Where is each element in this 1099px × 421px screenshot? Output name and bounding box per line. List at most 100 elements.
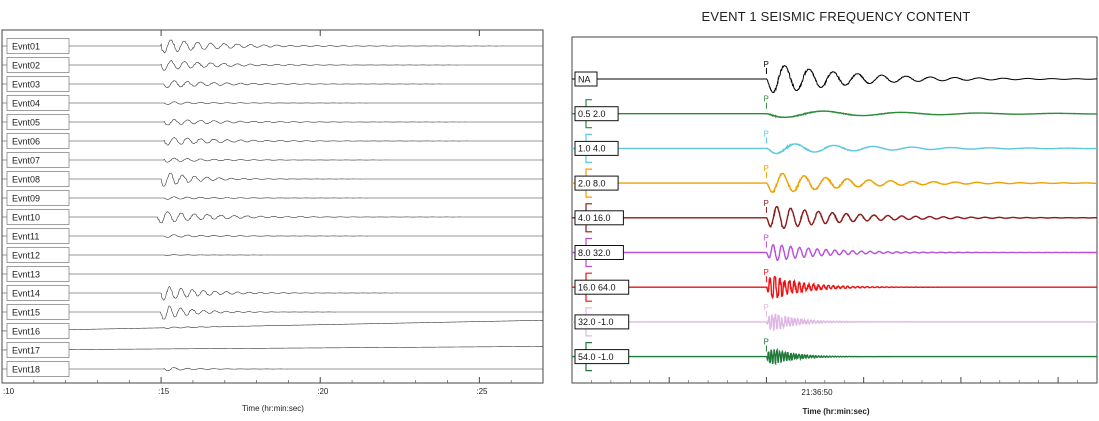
event-label-box	[6, 247, 70, 263]
band-trace-9	[572, 347, 1097, 366]
event-label-box	[6, 304, 70, 320]
p-pick-label: P	[763, 234, 768, 243]
event-trace-evnt14	[2, 286, 543, 301]
event-label: Evnt06	[12, 136, 40, 146]
event-trace-evnt04	[2, 101, 543, 105]
event-label-box	[6, 266, 70, 282]
right-chart-title: EVENT 1 SEISMIC FREQUENCY CONTENT	[701, 9, 970, 24]
event-label: Evnt15	[12, 307, 40, 317]
event-label-box	[6, 342, 70, 358]
band-label: 8.0 32.0	[578, 248, 611, 258]
event-trace-evnt05	[2, 119, 543, 126]
band-label-box	[574, 71, 598, 87]
event-trace-evnt18	[2, 367, 543, 372]
event-trace-evnt16	[1, 319, 544, 332]
right-x-tick-label: 21:36:50	[801, 388, 833, 397]
event-trace-evnt17	[1, 346, 544, 351]
band-trace-8	[572, 313, 1097, 333]
band-label-box	[574, 279, 630, 295]
event-label-box	[6, 190, 70, 206]
band-trace-3	[572, 143, 1098, 155]
event-label: Evnt14	[12, 288, 40, 298]
event-label-box	[6, 76, 70, 92]
event-trace-evnt01	[2, 39, 543, 54]
band-label: 0.5 2.0	[578, 109, 606, 119]
event-label-box	[6, 114, 70, 130]
p-pick-label: P	[763, 268, 768, 277]
event-label-box	[6, 95, 70, 111]
left-x-tick-label: :10	[3, 387, 15, 396]
event-label-box	[6, 209, 70, 225]
band-label: 1.0 4.0	[578, 144, 606, 154]
event-label-box	[6, 38, 70, 54]
p-pick-label: P	[763, 164, 768, 173]
p-pick-label: P	[763, 338, 768, 347]
event-trace-evnt03	[2, 80, 543, 89]
event-trace-evnt06	[2, 136, 543, 146]
p-pick-label: P	[763, 129, 768, 138]
band-label: 54.0 -1.0	[578, 352, 614, 362]
event-label: Evnt09	[12, 193, 40, 203]
event-label-box	[6, 133, 70, 149]
p-pick-label: P	[763, 60, 768, 69]
band-label: 2.0 8.0	[578, 178, 606, 188]
event-label: Evnt08	[12, 174, 40, 184]
event-label: Evnt12	[12, 250, 40, 260]
event-label: Evnt16	[12, 326, 40, 336]
band-label-box	[574, 314, 630, 330]
event-label: Evnt10	[12, 212, 40, 222]
event-label: Evnt01	[12, 41, 40, 51]
event-label-box	[6, 171, 70, 187]
event-trace-evnt10	[2, 211, 543, 224]
band-trace-7	[572, 275, 1097, 300]
event-label: Evnt11	[12, 231, 39, 241]
band-label: 4.0 16.0	[578, 213, 611, 223]
event-label: Evnt05	[12, 117, 40, 127]
band-label-box	[574, 245, 624, 260]
event-label: Evnt04	[12, 98, 40, 108]
event-label: Evnt02	[12, 60, 40, 70]
event-trace-evnt09	[2, 196, 543, 200]
left-x-tick-label: :15	[158, 387, 170, 396]
left-x-tick-label: :20	[317, 387, 329, 396]
event-trace-evnt02	[2, 60, 543, 71]
event-label: Evnt07	[12, 155, 40, 165]
event-stack-panel: Evnt01 Evnt02 Evnt03 Evnt04 Evnt05 Evnt06 Evnt…	[1, 29, 544, 413]
band-trace-6	[572, 243, 1097, 262]
left-x-tick-label: :25	[476, 387, 488, 396]
event-trace-evnt08	[2, 172, 543, 187]
band-label-box	[574, 210, 624, 226]
band-trace-4	[572, 172, 1098, 194]
left-x-axis-title: Time (hr:min:sec)	[242, 404, 304, 413]
band-trace-5	[572, 205, 1097, 229]
event-trace-evnt12	[2, 254, 543, 256]
band-label-box	[574, 175, 619, 191]
band-label-box	[574, 140, 619, 156]
p-pick-label: P	[763, 95, 768, 104]
band-trace-1	[572, 64, 1098, 94]
event-label: Evnt03	[12, 79, 40, 89]
event-label-box	[6, 228, 70, 244]
event-label-box	[6, 285, 70, 301]
right-plot-frame	[571, 36, 1098, 384]
p-pick-label: P	[763, 199, 768, 208]
band-label: 16.0 64.0	[578, 283, 616, 293]
event-label: Evnt18	[12, 364, 40, 374]
band-label-box	[574, 349, 630, 365]
event-label-box	[6, 323, 70, 339]
band-label: NA	[578, 74, 591, 84]
frequency-content-panel: EVENT 1 SEISMIC FREQUENCY CONTENT P P P P P P…	[571, 9, 1098, 416]
event-label-box	[6, 152, 70, 168]
band-label: 32.0 -1.0	[578, 317, 614, 327]
band-label-box	[574, 106, 619, 122]
event-label-box	[6, 57, 70, 73]
event-label-box	[6, 361, 70, 377]
left-plot-frame	[1, 29, 544, 384]
event-label: Evnt13	[12, 269, 40, 279]
event-trace-evnt07	[2, 157, 543, 163]
p-pick-label: P	[763, 303, 768, 312]
right-x-axis-title: Time (hr:min:sec)	[803, 407, 870, 416]
band-trace-2	[572, 110, 1097, 119]
event-label: Evnt17	[12, 345, 40, 355]
